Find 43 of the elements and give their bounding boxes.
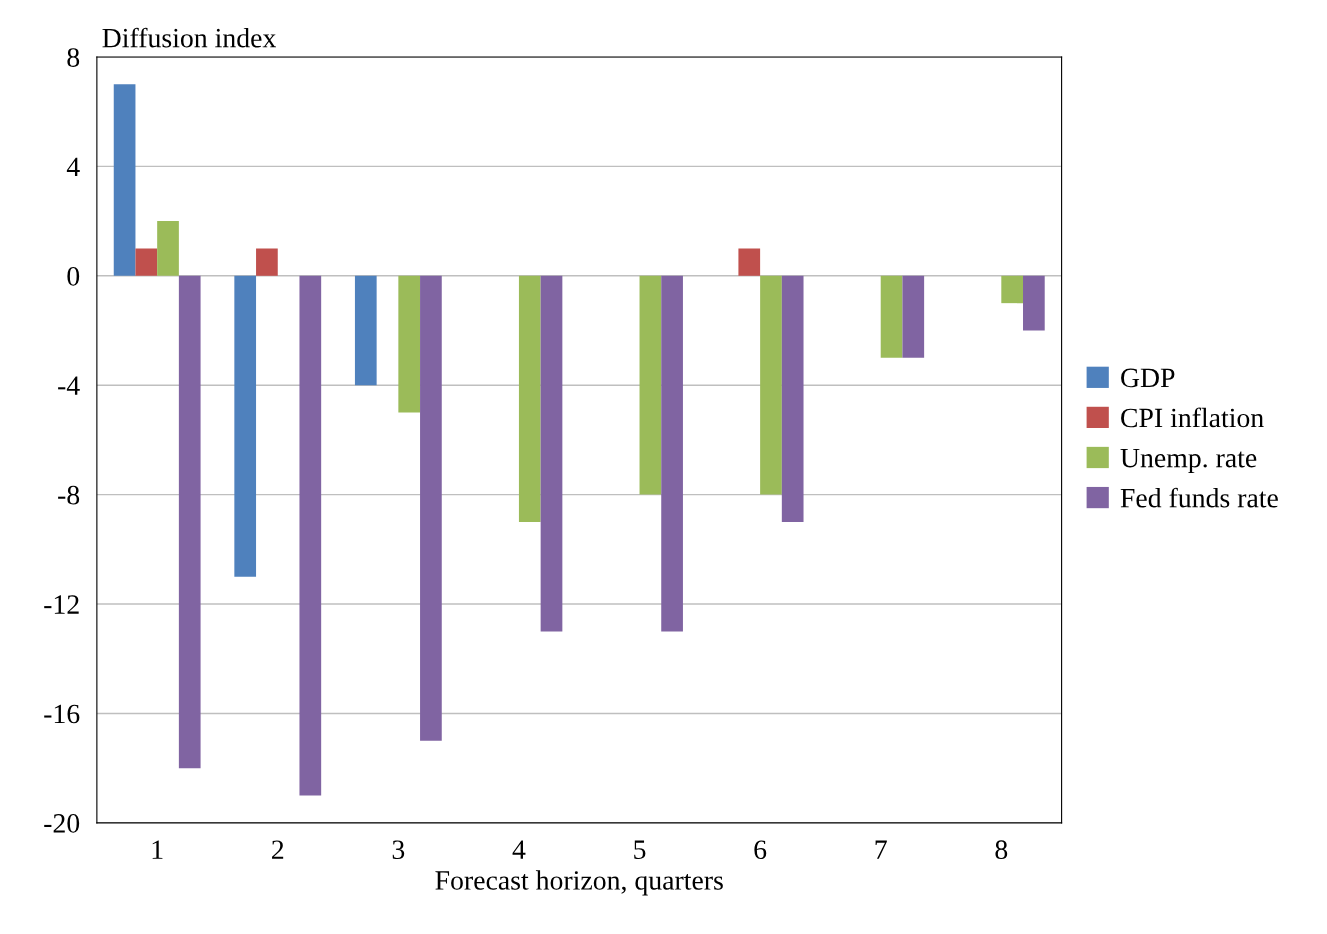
x-tick-label: 5 bbox=[634, 840, 646, 860]
bar bbox=[354, 275, 377, 386]
bar bbox=[299, 275, 322, 796]
bar bbox=[880, 275, 903, 358]
bar bbox=[178, 275, 201, 769]
x-tick-label: 1 bbox=[152, 840, 163, 859]
y-tick-label: -4 bbox=[58, 376, 80, 395]
y-tick-label: -20 bbox=[44, 814, 80, 833]
bar bbox=[256, 248, 278, 276]
legend-label: GDP bbox=[1121, 368, 1175, 388]
bar bbox=[398, 275, 421, 413]
bar bbox=[902, 275, 925, 358]
bar bbox=[518, 275, 541, 522]
bar bbox=[760, 275, 782, 495]
x-axis-title: Forecast horizon, quarters bbox=[435, 870, 723, 896]
x-tick-label: 8 bbox=[995, 840, 1008, 860]
bar bbox=[661, 275, 683, 632]
legend-label: Fed funds rate bbox=[1120, 487, 1278, 508]
bar bbox=[420, 275, 442, 741]
bar bbox=[540, 275, 563, 632]
y-tick-label: 4 bbox=[66, 157, 80, 177]
y-tick-label: -8 bbox=[58, 485, 80, 505]
y-tick-label: -12 bbox=[44, 595, 79, 614]
y-tick-label: 8 bbox=[67, 48, 80, 67]
bar bbox=[113, 84, 136, 276]
y-axis-title: Diffusion index bbox=[102, 27, 276, 48]
y-tick-label: 0 bbox=[67, 266, 80, 286]
bar bbox=[1001, 275, 1024, 304]
legend-label: CPI inflation bbox=[1121, 407, 1264, 428]
bar bbox=[781, 275, 804, 522]
x-tick-label: 2 bbox=[272, 840, 284, 859]
bar bbox=[1023, 275, 1045, 331]
bar bbox=[639, 275, 662, 495]
x-tick-label: 4 bbox=[512, 840, 526, 859]
bar bbox=[234, 275, 257, 577]
bar bbox=[135, 248, 158, 276]
x-tick-label: 3 bbox=[392, 840, 405, 860]
bar bbox=[738, 248, 761, 276]
bar bbox=[157, 221, 179, 276]
y-tick-label: -16 bbox=[44, 704, 80, 724]
x-tick-label: 7 bbox=[875, 840, 887, 859]
legend-label: Unemp. rate bbox=[1120, 448, 1257, 474]
x-tick-label: 6 bbox=[754, 840, 767, 860]
